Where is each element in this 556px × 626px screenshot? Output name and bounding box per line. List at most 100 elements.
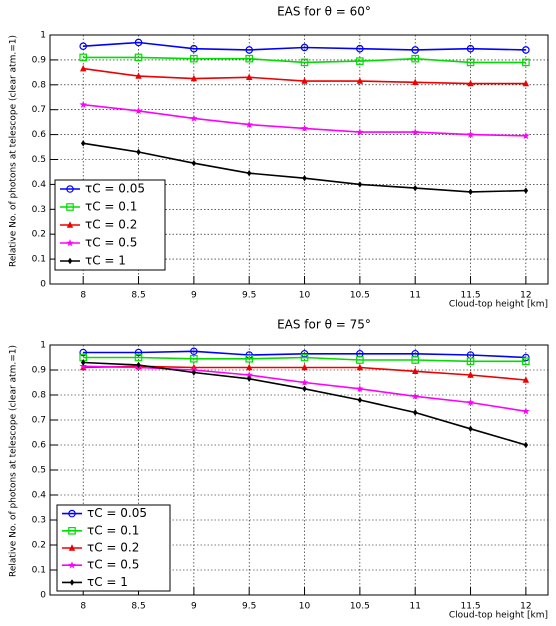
marker: [466, 130, 475, 138]
legend-label: τC = 0.2: [85, 218, 137, 232]
marker: [190, 44, 198, 53]
x-tick-label: 11: [409, 602, 420, 612]
marker: [68, 509, 76, 518]
x-axis-label: Cloud-top height [km]: [449, 611, 548, 621]
x-tick-label: 12: [520, 602, 531, 612]
y-tick-label: 0: [40, 591, 46, 601]
x-tick-label: 8.5: [131, 602, 145, 612]
y-axis-label: Relative No. of photons at telescope (cl…: [9, 345, 19, 577]
marker: [356, 44, 364, 53]
marker: [68, 561, 76, 569]
y-tick-label: 0.6: [32, 441, 47, 451]
legend-label: τC = 0.05: [85, 182, 145, 196]
y-axis-label: Relative No. of photons at telescope (cl…: [9, 35, 19, 267]
marker: [136, 148, 141, 156]
marker: [522, 131, 530, 140]
marker: [411, 46, 420, 54]
marker: [466, 398, 475, 406]
marker: [190, 114, 198, 122]
marker: [190, 54, 198, 63]
marker: [66, 239, 74, 247]
marker: [68, 544, 76, 551]
marker: [522, 376, 530, 383]
x-tick-label: 8.5: [131, 291, 145, 301]
marker: [411, 356, 420, 364]
chart-title: EAS for θ = 75°: [277, 318, 371, 332]
marker: [66, 203, 74, 211]
x-tick-label: 8: [80, 291, 86, 301]
marker: [134, 53, 143, 62]
marker: [466, 44, 475, 53]
marker: [300, 378, 309, 386]
marker: [302, 385, 307, 392]
marker: [300, 353, 309, 362]
x-tick-label: 8: [80, 602, 86, 612]
marker: [191, 369, 197, 376]
legend-label: τC = 0.1: [87, 523, 139, 537]
legend-label: τC = 0.05: [87, 506, 147, 520]
marker: [411, 392, 419, 400]
marker: [69, 579, 75, 586]
legend-label: τC = 1: [85, 254, 126, 268]
marker: [302, 174, 307, 182]
marker: [79, 53, 88, 62]
y-tick-label: 0.1: [32, 255, 46, 265]
x-tick-label: 11: [409, 291, 420, 301]
marker: [522, 357, 530, 366]
x-tick-label: 10: [299, 291, 311, 301]
y-tick-label: 0: [40, 280, 46, 290]
y-tick-label: 0.7: [32, 416, 46, 426]
y-tick-label: 0.7: [32, 105, 46, 115]
y-tick-label: 0.8: [32, 80, 47, 90]
marker: [300, 43, 309, 52]
marker: [246, 363, 253, 371]
marker: [68, 526, 76, 535]
series-line: [83, 356, 526, 363]
marker: [468, 188, 473, 196]
marker: [356, 356, 364, 364]
marker: [356, 77, 364, 84]
y-tick-label: 0.5: [32, 155, 46, 165]
y-tick-label: 0.4: [32, 491, 47, 501]
marker: [246, 375, 252, 382]
marker: [412, 184, 418, 192]
x-tick-label: 9.5: [242, 291, 256, 301]
y-tick-label: 1: [40, 341, 46, 351]
y-tick-label: 0.9: [32, 366, 47, 376]
y-tick-label: 0.3: [32, 205, 46, 215]
marker: [412, 367, 419, 374]
marker: [523, 187, 529, 194]
marker: [301, 77, 308, 84]
marker: [190, 354, 198, 363]
marker: [356, 128, 364, 136]
x-tick-label: 10: [299, 602, 311, 612]
marker: [191, 160, 197, 167]
x-axis-label: Cloud-top height [km]: [449, 300, 548, 310]
marker: [467, 79, 474, 87]
marker: [67, 257, 73, 265]
marker: [79, 42, 88, 51]
marker: [466, 58, 475, 67]
series-line: [83, 56, 526, 64]
x-tick-label: 9.5: [242, 602, 256, 612]
legend-label: τC = 1: [87, 575, 128, 589]
marker: [79, 362, 87, 370]
marker: [522, 58, 530, 67]
marker: [245, 54, 254, 63]
y-tick-label: 0.6: [32, 130, 47, 140]
y-tick-label: 0.8: [32, 391, 47, 401]
marker: [245, 46, 254, 54]
marker: [467, 371, 474, 378]
chart-title: EAS for θ = 60°: [277, 5, 371, 19]
marker: [466, 357, 475, 366]
marker: [80, 140, 86, 147]
marker: [66, 221, 74, 228]
marker: [66, 185, 74, 193]
y-tick-label: 0.4: [32, 180, 47, 190]
series-line: [83, 41, 526, 51]
marker: [79, 348, 88, 357]
marker: [356, 384, 364, 392]
x-tick-label: 10.5: [350, 602, 370, 612]
y-tick-label: 0.3: [32, 516, 46, 526]
